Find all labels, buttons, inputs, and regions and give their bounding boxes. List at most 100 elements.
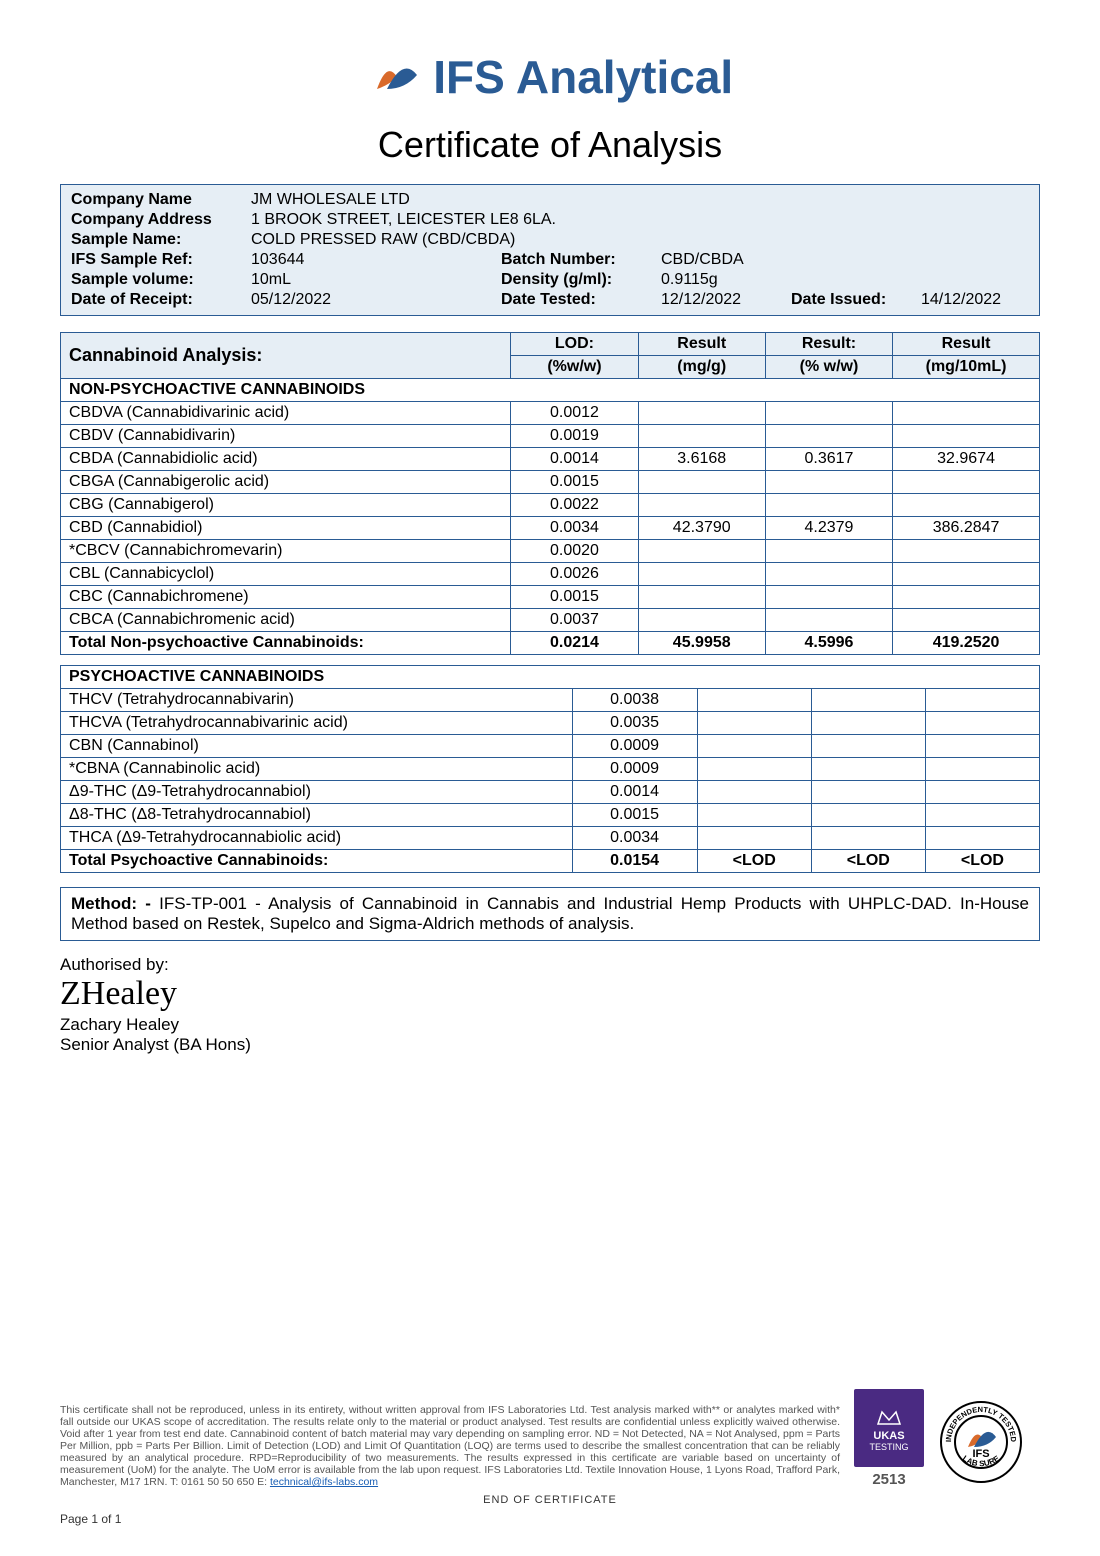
footer-email-link[interactable]: technical@ifs-labs.com	[270, 1476, 378, 1488]
ukas-label: UKAS	[873, 1430, 904, 1442]
analyte-r3	[925, 781, 1039, 804]
analyte-r1	[638, 402, 765, 425]
analyte-r1	[638, 563, 765, 586]
analyte-name: CBL (Cannabicyclol)	[61, 563, 511, 586]
table-row: Δ9-THC (Δ9-Tetrahydrocannabiol)0.0014	[61, 781, 1040, 804]
table-row: Δ8-THC (Δ8-Tetrahydrocannabiol)0.0015	[61, 804, 1040, 827]
analyte-name: CBCA (Cannabichromenic acid)	[61, 609, 511, 632]
sample-info-box: Company Name JM WHOLESALE LTD Company Ad…	[60, 184, 1040, 316]
ukas-number: 2513	[854, 1471, 924, 1488]
analyte-r3	[925, 758, 1039, 781]
analyte-r3	[893, 586, 1040, 609]
col-lod-unit: (%w/w)	[511, 356, 638, 379]
sample-vol: 10mL	[251, 271, 501, 289]
col-r1-unit: (mg/g)	[638, 356, 765, 379]
col-r2: Result:	[765, 333, 892, 356]
sample-vol-label: Sample volume:	[71, 271, 251, 289]
analyte-name: THCVA (Tetrahydrocannabivarinic acid)	[61, 712, 573, 735]
analyte-r2	[811, 689, 925, 712]
analyte-r3: 32.9674	[893, 448, 1040, 471]
disclaimer: This certificate shall not be reproduced…	[60, 1404, 840, 1488]
col-r2-unit: (% w/w)	[765, 356, 892, 379]
col-r3: Result	[893, 333, 1040, 356]
table-row: CBDA (Cannabidiolic acid)0.00143.61680.3…	[61, 448, 1040, 471]
analyte-r3	[925, 827, 1039, 850]
end-of-certificate: END OF CERTIFICATE	[60, 1494, 1040, 1506]
analyte-name: Δ8-THC (Δ8-Tetrahydrocannabiol)	[61, 804, 573, 827]
col-r3-unit: (mg/10mL)	[893, 356, 1040, 379]
date-receipt-label: Date of Receipt:	[71, 291, 251, 309]
analyte-name: CBDVA (Cannabidivarinic acid)	[61, 402, 511, 425]
analyte-r1	[697, 758, 811, 781]
analyte-r1	[638, 471, 765, 494]
analysis-title: Cannabinoid Analysis:	[61, 333, 511, 379]
table-row: THCV (Tetrahydrocannabivarin)0.0038	[61, 689, 1040, 712]
analyte-r2	[765, 494, 892, 517]
analyte-lod: 0.0009	[572, 735, 697, 758]
analyte-r2	[811, 827, 925, 850]
np-total-r3: 419.2520	[893, 632, 1040, 655]
analyte-r1	[697, 827, 811, 850]
analyte-lod: 0.0035	[572, 712, 697, 735]
table-row: THCA (Δ9-Tetrahydrocannabiolic acid)0.00…	[61, 827, 1040, 850]
table-row: CBL (Cannabicyclol)0.0026	[61, 563, 1040, 586]
date-receipt: 05/12/2022	[251, 291, 501, 309]
analyte-lod: 0.0014	[572, 781, 697, 804]
analyte-r3	[893, 402, 1040, 425]
analyte-name: CBG (Cannabigerol)	[61, 494, 511, 517]
table-row: CBC (Cannabichromene)0.0015	[61, 586, 1040, 609]
disclaimer-text: This certificate shall not be reproduced…	[60, 1404, 840, 1488]
np-total-r2: 4.5996	[765, 632, 892, 655]
auth-role: Senior Analyst (BA Hons)	[60, 1035, 1040, 1055]
analyte-lod: 0.0019	[511, 425, 638, 448]
analyte-r3: 386.2847	[893, 517, 1040, 540]
table-row: CBG (Cannabigerol)0.0022	[61, 494, 1040, 517]
analyte-name: CBN (Cannabinol)	[61, 735, 573, 758]
ifs-seal: IFS INDEPENDENTLY TESTED LAB SURE	[938, 1399, 1024, 1488]
table-row: *CBNA (Cannabinolic acid)0.0009	[61, 758, 1040, 781]
table-row: CBDV (Cannabidivarin)0.0019	[61, 425, 1040, 448]
logo-text: IFS Analytical	[433, 50, 733, 104]
col-r1: Result	[638, 333, 765, 356]
authorised-label: Authorised by:	[60, 955, 1040, 975]
footer: This certificate shall not be reproduced…	[60, 1389, 1040, 1526]
analyte-r3	[893, 540, 1040, 563]
analyte-lod: 0.0015	[511, 471, 638, 494]
analyte-r3	[893, 609, 1040, 632]
analyte-r3	[893, 563, 1040, 586]
authorised-block: Authorised by: ZHealey Zachary Healey Se…	[60, 955, 1040, 1055]
page-number: Page 1 of 1	[60, 1512, 1040, 1526]
analyte-r1: 42.3790	[638, 517, 765, 540]
ukas-badge: UKAS TESTING 2513	[854, 1389, 924, 1488]
density: 0.9115g	[661, 271, 1041, 289]
ukas-sub: TESTING	[869, 1442, 908, 1452]
analyte-r2	[811, 781, 925, 804]
analyte-lod: 0.0037	[511, 609, 638, 632]
company-name: JM WHOLESALE LTD	[251, 191, 1041, 209]
crown-icon	[874, 1404, 904, 1430]
analyte-r1	[638, 425, 765, 448]
p-total-r2: <LOD	[811, 850, 925, 873]
analyte-r3	[925, 712, 1039, 735]
analyte-r2	[811, 758, 925, 781]
analyte-r3	[925, 689, 1039, 712]
analyte-r2: 4.2379	[765, 517, 892, 540]
analyte-lod: 0.0026	[511, 563, 638, 586]
density-label: Density (g/ml):	[501, 271, 661, 289]
table-row: CBGA (Cannabigerolic acid)0.0015	[61, 471, 1040, 494]
analyte-name: THCV (Tetrahydrocannabivarin)	[61, 689, 573, 712]
analyte-lod: 0.0038	[572, 689, 697, 712]
analyte-r1	[638, 494, 765, 517]
analyte-lod: 0.0012	[511, 402, 638, 425]
col-lod: LOD:	[511, 333, 638, 356]
analyte-r3	[925, 735, 1039, 758]
table-row: THCVA (Tetrahydrocannabivarinic acid)0.0…	[61, 712, 1040, 735]
method-text: IFS-TP-001 - Analysis of Cannabinoid in …	[71, 894, 1029, 933]
analyte-lod: 0.0034	[511, 517, 638, 540]
batch: CBD/CBDA	[661, 251, 1041, 269]
method-label: Method: -	[71, 894, 159, 913]
analyte-r3	[893, 425, 1040, 448]
logo: IFS Analytical	[60, 50, 1040, 104]
date-tested-label: Date Tested:	[501, 291, 661, 309]
analyte-name: *CBCV (Cannabichromevarin)	[61, 540, 511, 563]
